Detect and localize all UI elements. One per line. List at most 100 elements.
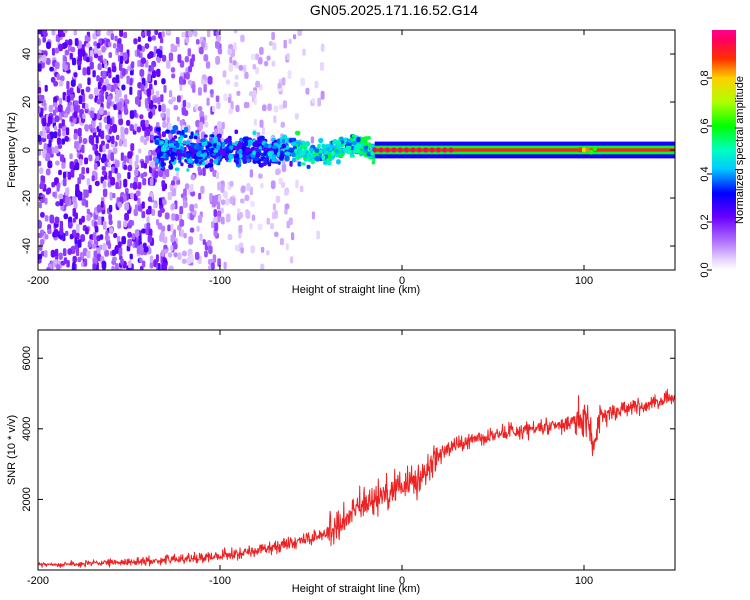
spectrogram-x-tick-label: -200 [27,275,49,287]
spectrogram-cell [179,219,185,227]
spectrogram-cell [86,250,91,259]
spectrogram-cell [123,220,128,228]
spectrogram-cell [42,30,48,36]
spectrogram-cell [203,83,207,93]
spectrogram-cell [146,88,151,97]
spectrogram-cell [75,232,80,240]
spectrogram-cell [73,200,78,210]
spectrogram-cell [261,126,265,135]
spectrogram-cell [77,256,82,263]
spectrogram-cell [167,191,172,201]
spectrogram-cell [140,160,145,169]
spectrogram-cell [137,59,141,67]
spectrogram-cell [121,68,126,76]
spectrogram-cell [355,146,361,153]
spectrogram-cell [332,138,338,145]
spectrogram-cell [206,30,211,38]
spectrogram-cell [264,143,268,149]
spectrogram-cell [321,148,326,155]
spectrogram-cell [127,164,133,172]
spectrogram-cell [229,196,234,205]
figure-title: GN05.2025.171.16.52.G14 [310,2,478,18]
spectrogram-cell [257,223,263,231]
spectrogram-cell [114,167,118,174]
spectrogram-cell [78,218,83,225]
spectrogram-cell [188,135,194,139]
spectrogram-cell [253,141,259,148]
spectrogram-cell [214,195,218,205]
snr-x-tick-label: 0 [399,575,405,587]
spectrogram-cell [174,213,180,222]
spectrogram-cell [87,77,91,86]
spectrogram-cell [206,97,210,106]
spectrogram-cell [92,131,97,138]
spectrogram-cell [127,231,132,238]
spectrogram-cell [85,86,91,93]
spectrogram-cell [276,138,281,144]
spectrogram-cell [592,146,597,152]
spectrogram-cell [166,116,170,123]
spectrogram-cell [163,84,167,93]
spectrogram-cell [161,78,166,85]
spectrogram-cell [86,178,91,186]
spectrogram-cell [267,150,273,157]
snr-ticks: -200 -100 0 100 2000 4000 6000 [21,330,675,587]
spectrogram-cell [73,105,79,114]
spectrogram-cell [589,149,594,155]
spectrogram-cell [234,244,240,252]
spectrogram-cell [217,215,221,223]
spectrogram-cell [267,144,272,149]
spectrogram-cell [280,121,286,128]
spectrogram-cell [266,55,271,61]
spectrogram-cell [189,227,195,233]
spectrogram-cell [98,122,102,130]
spectrogram-cell [44,84,48,92]
spectrogram-cell [136,245,141,255]
spectrogram-cell [47,115,53,125]
spectrogram-cell [238,224,243,234]
spectrogram-cell [92,263,97,270]
spectrogram-cell [123,164,128,171]
spectrogram-cell [236,143,243,149]
spectrogram-cell [137,148,142,154]
spectrogram-cell [116,134,120,141]
spectrogram-cell [166,30,171,34]
snr-plot-area [38,330,675,570]
spectrogram-cell [280,150,284,156]
spectrogram-cell [137,89,141,98]
spectrogram-cell [197,145,203,152]
spectrogram-cell [78,136,82,144]
spectrogram-cell [176,179,181,185]
spectrogram-cell [92,70,96,78]
spectrogram-cell [282,100,287,109]
spectrogram-cell [77,177,81,185]
spectrogram-cell [106,95,112,103]
spectrogram-cell [273,115,277,124]
spectrogram-x-axis-label: Height of straight line (km) [292,284,420,296]
spectrogram-cell [143,246,149,253]
spectrogram-y-axis-label: Frequency (Hz) [6,112,18,188]
spectrogram-cell [212,169,217,178]
spectrogram-cell [157,57,161,63]
spectrogram-cell [229,180,234,187]
spectrogram-y-tick-label: 20 [21,96,33,108]
spectrogram-cell [260,246,265,253]
spectrogram-cell [365,149,369,153]
spectrogram-cell [184,126,189,133]
spectrogram-cell [102,265,106,270]
spectrogram-cell [69,153,73,160]
spectrogram-cell [38,94,43,102]
spectrogram-cell [38,232,43,239]
spectrogram-cell [102,70,107,80]
spectrogram-cell [62,130,66,136]
spectrogram-cell [314,80,319,89]
spectrogram-cell [77,239,82,248]
spectrogram-cell [275,195,281,203]
spectrogram-cell [220,184,225,193]
spectrogram-cell [78,95,83,105]
spectrogram-cell [65,106,70,114]
spectrogram-cell [118,101,122,110]
spectrogram-cell [127,151,133,159]
spectrogram-cell [188,236,194,245]
spectrogram-cell [167,224,171,232]
